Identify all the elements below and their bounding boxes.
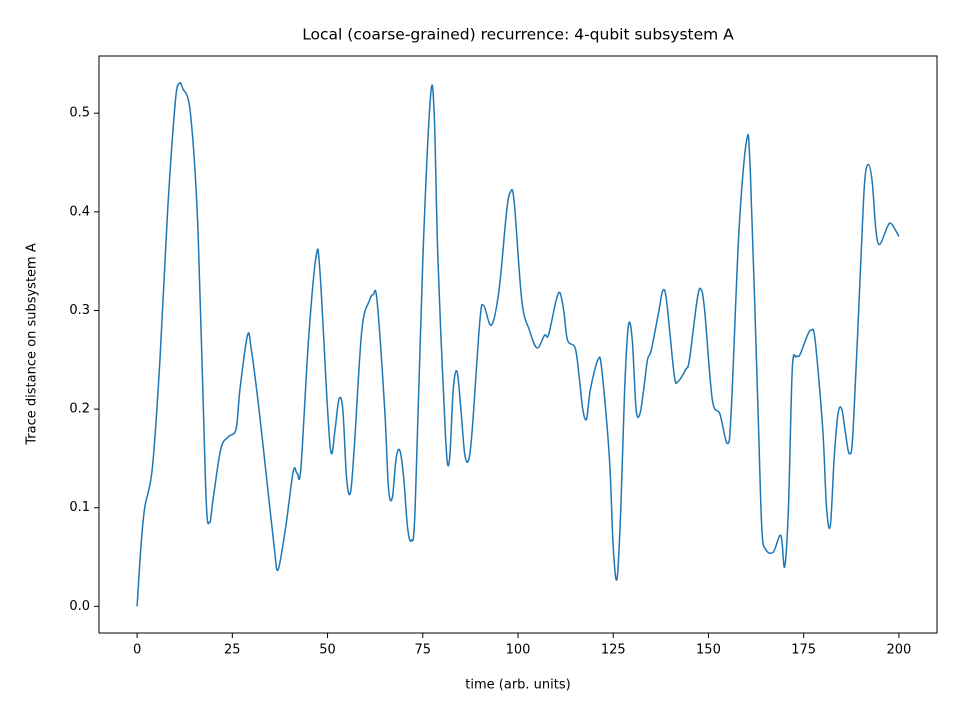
x-tick-label: 50 — [319, 643, 336, 658]
y-tick-label: 0.4 — [69, 204, 90, 219]
y-tick-label: 0.5 — [69, 106, 90, 121]
plot-frame — [98, 55, 938, 634]
x-tick-label: 150 — [696, 643, 721, 658]
y-tick-label: 0.2 — [69, 402, 90, 417]
chart-title: Local (coarse-grained) recurrence: 4-qub… — [302, 26, 734, 44]
x-tick-label: 125 — [601, 643, 626, 658]
y-tick-label: 0.0 — [69, 599, 90, 614]
y-axis-label: Trace distance on subsystem A — [25, 243, 40, 446]
x-tick-label: 75 — [414, 643, 431, 658]
y-tick-label: 0.1 — [69, 500, 90, 515]
x-tick-label: 0 — [133, 643, 141, 658]
data-line — [136, 81, 900, 607]
x-tick-label: 200 — [886, 643, 911, 658]
x-axis-label: time (arb. units) — [465, 678, 570, 693]
y-tick-label: 0.3 — [69, 303, 90, 318]
x-tick-label: 175 — [791, 643, 816, 658]
x-tick-label: 100 — [506, 643, 531, 658]
x-tick-label: 25 — [224, 643, 241, 658]
